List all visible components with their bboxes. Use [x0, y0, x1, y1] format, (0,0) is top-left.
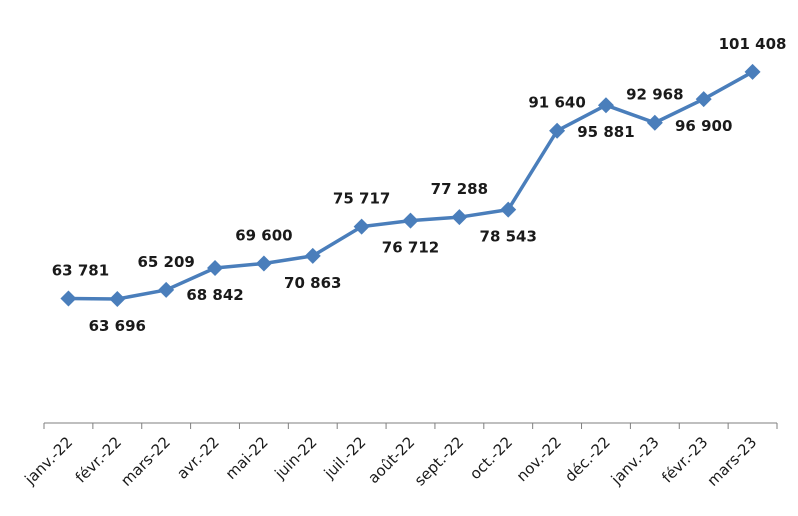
data-label: 76 712 [382, 239, 439, 257]
data-point-marker [695, 91, 712, 108]
data-label: 77 288 [431, 180, 488, 198]
x-tick-label: mai-22 [222, 433, 272, 483]
data-point-marker [60, 290, 77, 307]
x-tick-label: nov.-22 [513, 433, 565, 485]
x-axis-ticks [43, 423, 778, 429]
data-point-marker [109, 291, 126, 308]
plot-area: 63 781 63 696 65 209 68 842 69 600 70 863 75 7… [20, 35, 786, 490]
x-tick-label: juil.-22 [320, 433, 370, 483]
x-tick-label: déc.-22 [561, 433, 614, 486]
data-label: 78 543 [480, 228, 537, 246]
data-label: 92 968 [626, 86, 683, 104]
x-tick-label: mars-23 [704, 433, 761, 490]
data-label: 91 640 [528, 94, 585, 112]
x-tick-label: oct.-22 [466, 433, 516, 483]
data-point-marker [402, 212, 419, 229]
data-point-marker [158, 281, 175, 298]
data-point-marker [549, 122, 566, 139]
data-point-marker [646, 114, 663, 131]
data-label: 101 408 [719, 35, 787, 53]
data-label: 70 863 [284, 274, 341, 292]
x-tick-label: juin-22 [270, 433, 320, 483]
x-tick-label: août-22 [364, 433, 418, 487]
series-markers [60, 63, 761, 308]
data-label: 65 209 [137, 253, 194, 271]
x-tick-label: mars-22 [117, 433, 174, 490]
data-point-marker [597, 97, 614, 114]
data-label: 69 600 [235, 226, 292, 244]
data-point-marker [304, 247, 321, 264]
data-label: 96 900 [675, 117, 732, 135]
data-label: 63 696 [89, 317, 146, 335]
data-point-marker [744, 63, 761, 80]
data-label: 75 717 [333, 190, 390, 208]
data-point-marker [353, 218, 370, 235]
data-label: 95 881 [577, 123, 634, 141]
data-label: 63 781 [52, 262, 109, 280]
x-tick-label: sept.-22 [411, 433, 467, 489]
data-point-marker [255, 255, 272, 272]
data-point-marker [451, 209, 468, 226]
data-label: 68 842 [186, 286, 243, 304]
x-tick-label: janv.-23 [607, 433, 663, 489]
data-point-marker [500, 201, 517, 218]
data-labels: 63 781 63 696 65 209 68 842 69 600 70 863 75 7… [52, 35, 787, 335]
data-point-marker [207, 260, 224, 277]
x-tick-label: avr.-22 [173, 433, 223, 483]
x-tick-label: janv.-22 [20, 433, 76, 489]
